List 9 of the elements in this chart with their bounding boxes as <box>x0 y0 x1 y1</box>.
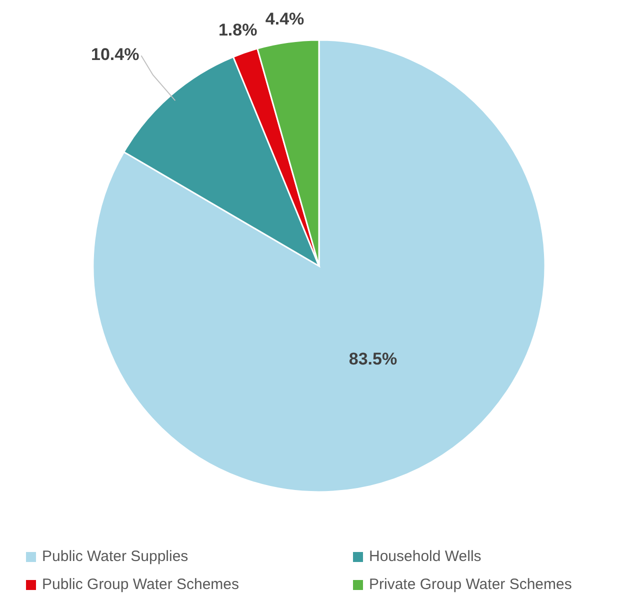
data-label: 83.5% <box>348 350 398 369</box>
data-label: 1.8% <box>218 20 258 40</box>
legend-label: Public Water Supplies <box>42 548 188 565</box>
pie-slice <box>92 39 546 492</box>
data-label: 4.4% <box>265 9 304 28</box>
legend-label: Public Group Water Schemes <box>42 576 240 593</box>
legend-label: Household Wells <box>369 548 482 565</box>
legend-label: Private Group Water Schemes <box>369 576 572 593</box>
data-label: 10.4% <box>91 45 140 64</box>
